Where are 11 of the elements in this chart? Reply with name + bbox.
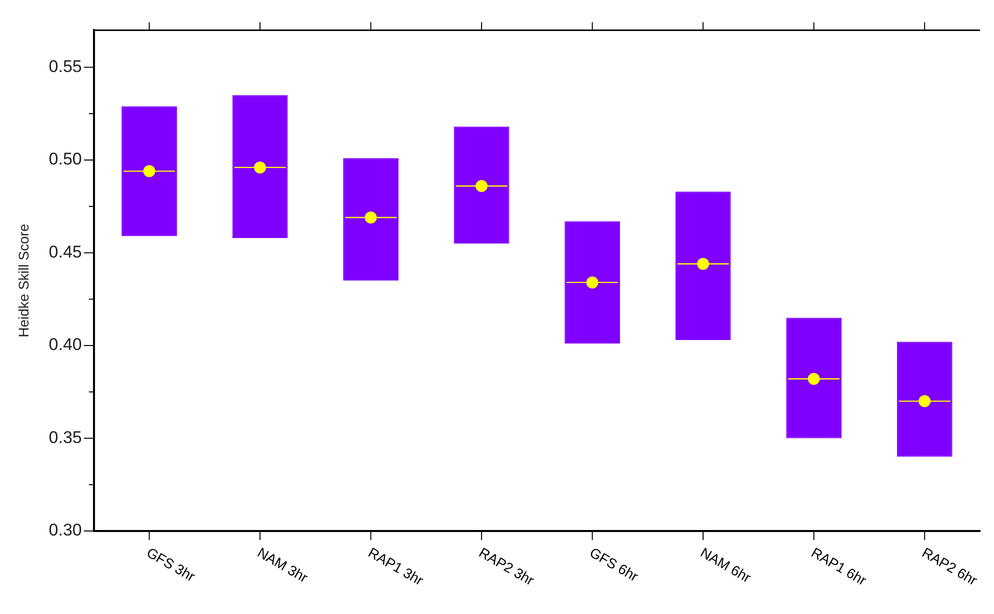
y-tick-label: 0.30 xyxy=(48,520,82,540)
y-axis-title: Heidke Skill Score xyxy=(15,224,32,338)
y-tick-label: 0.55 xyxy=(48,56,82,76)
x-tick-label: GFS 6hr xyxy=(587,544,642,585)
x-tick-label: NAM 6hr xyxy=(698,544,754,586)
y-tick-label: 0.45 xyxy=(48,242,82,262)
x-tick-label: NAM 3hr xyxy=(254,544,311,586)
y-tick-label: 0.35 xyxy=(48,428,82,447)
y-tick-label: 0.50 xyxy=(48,150,82,169)
x-tick-label: GFS 3hr xyxy=(144,544,198,585)
y-tick-label: 0.40 xyxy=(48,335,82,354)
